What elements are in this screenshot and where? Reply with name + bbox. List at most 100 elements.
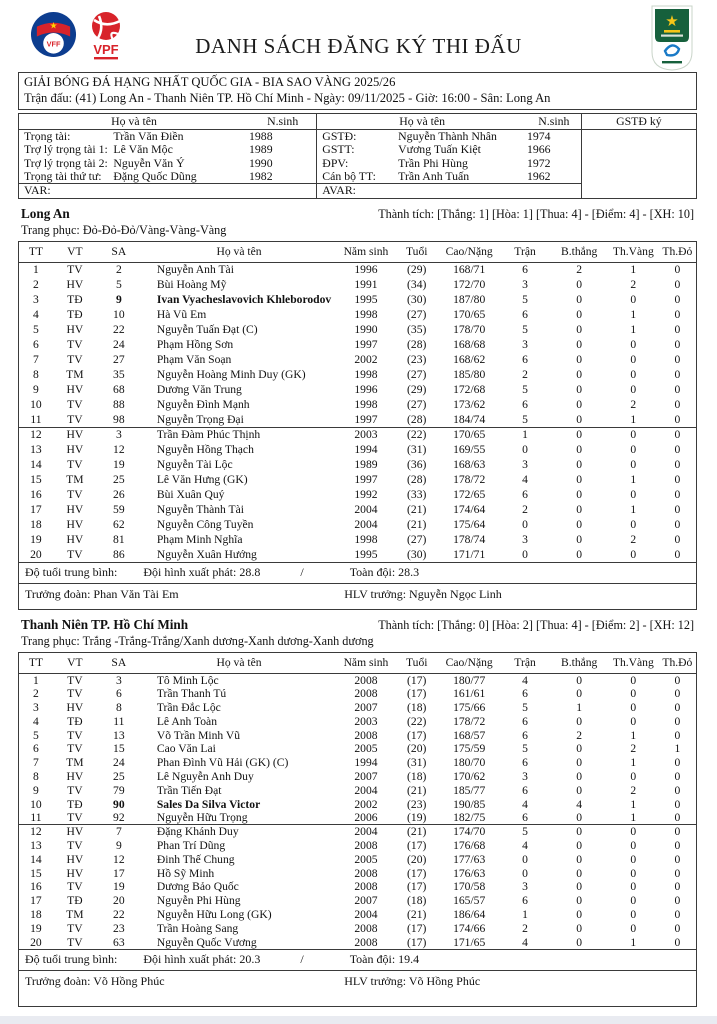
player-red: 0 (674, 443, 681, 457)
player-row: 13 TV 9 Phan Trí Dũng 2008 (17) 176/68 4 0 0 0 (19, 839, 696, 853)
player-tt: 9 (33, 783, 39, 797)
player-tt: 7 (33, 353, 39, 367)
player-matches: 0 (522, 548, 528, 562)
col-age: Tuổi (394, 653, 439, 674)
player-birth: 2004 (337, 824, 395, 839)
official-role: ĐPV: (316, 156, 399, 170)
official-birth: 1990 (249, 156, 273, 170)
officials-table: Họ và tên N.sinh Họ và tên N.sinh GSTĐ k… (18, 113, 697, 200)
vff-logo-icon: ★ VFF (30, 11, 77, 58)
player-goals: 0 (576, 866, 583, 880)
player-goals: 0 (576, 756, 583, 770)
player-vt: TM (66, 907, 84, 921)
player-matches: 6 (522, 488, 528, 502)
player-birth: 1998 (354, 308, 378, 322)
player-row: 20 TV 63 Nguyễn Quốc Vương 2008 (17) 171/65 4 0 1… (19, 935, 696, 949)
player-hw: 168/63 (453, 458, 486, 472)
player-name: Lê Văn Hưng (GK) (156, 473, 248, 487)
player-row: 16 TV 26 Bùi Xuân Quý 1992 (33) 172/65 6 0 0 0 (19, 487, 696, 502)
player-vt: TV (67, 687, 83, 701)
player-goals: 0 (576, 488, 583, 502)
player-tt: 11 (30, 412, 42, 426)
player-matches: 6 (522, 783, 528, 797)
player-yellow: 0 (630, 701, 637, 715)
player-vt: HV (66, 383, 84, 397)
official-role: Trọng tài thứ tư: (24, 169, 102, 183)
player-red: 0 (674, 518, 681, 532)
staff-row: Trưởng đoàn: Võ Hồng Phúc HLV trưởng: Võ… (19, 969, 696, 1006)
player-name: Trần Thanh Tú (156, 687, 227, 701)
player-row: 2 HV 5 Bùi Hoàng Mỹ 1991 (34) 172/70 3 0 2 0 (19, 277, 696, 292)
player-tt: 12 (19, 426, 53, 443)
player-sa: 35 (113, 368, 125, 382)
player-red: 0 (674, 323, 681, 337)
player-sa: 2 (115, 263, 122, 277)
col-sa: SA (96, 653, 141, 674)
avg-age-label: Độ tuổi trung bình: (25, 565, 118, 580)
player-yellow: 1 (630, 935, 637, 949)
player-sa: 25 (113, 770, 125, 783)
player-age: (21) (394, 824, 439, 839)
player-name: Hồ Sỹ Minh (156, 866, 215, 880)
player-tt: 6 (33, 742, 39, 756)
player-yellow: 2 (630, 742, 637, 756)
player-sa: 13 (113, 728, 125, 742)
player-matches: 4 (522, 935, 528, 949)
player-row: 17 TĐ 20 Nguyễn Phi Hùng 2007 (18) 165/57 6 0 0 0 (19, 894, 696, 908)
player-matches: 3 (522, 770, 528, 783)
official-name: Đặng Quốc Dũng (113, 169, 197, 183)
player-age: (31) (407, 443, 427, 457)
player-age: (21) (407, 783, 427, 797)
official-row: Trọng tài: Trần Văn Điền 1988 GSTĐ: Nguy… (19, 129, 697, 199)
player-hw: 178/72 (453, 473, 486, 487)
player-tt: 5 (33, 728, 39, 742)
player-age: (17) (407, 673, 427, 687)
player-row: 9 TV 79 Trần Tiến Đạt 2004 (21) 185/77 6 0 2 0 (19, 783, 696, 797)
player-vt: HV (66, 323, 84, 337)
player-tt: 6 (33, 338, 39, 352)
team-name: Long An (21, 206, 70, 222)
player-row: 12 HV 3 Trần Đàm Phúc Thịnh 2003 (22) 170/65 1 0… (19, 426, 696, 443)
player-matches: 6 (522, 756, 528, 770)
player-goals: 0 (576, 783, 583, 797)
player-row: 15 TM 25 Lê Văn Hưng (GK) 1997 (28) 178/72 4 0 1 0 (19, 472, 696, 487)
official-birth: 1974 (526, 129, 551, 144)
officials-sign-header: GSTĐ ký (580, 113, 697, 131)
player-matches: 1 (499, 426, 551, 443)
official-birth: 1966 (526, 143, 551, 157)
player-tt: 10 (30, 398, 42, 412)
player-age: (21) (407, 518, 427, 532)
player-yellow: 0 (630, 894, 637, 908)
player-tt: 8 (33, 770, 39, 783)
player-yellow: 0 (607, 426, 659, 443)
player-vt: TM (66, 756, 84, 770)
player-birth: 1997 (354, 412, 378, 426)
official-birth: 1972 (526, 156, 551, 170)
official-role: Trọng tài: (24, 129, 71, 144)
player-red: 0 (674, 714, 681, 728)
player-row: 8 TM 35 Nguyễn Hoàng Minh Duy (GK) 1998 (27) 1… (19, 367, 696, 382)
player-red: 1 (674, 742, 681, 756)
player-birth: 1989 (354, 458, 378, 472)
player-tt: 19 (30, 921, 42, 935)
player-yellow: 0 (630, 443, 637, 457)
col-tt: TT (19, 653, 53, 674)
player-hw: 185/80 (453, 368, 486, 382)
player-yellow: 1 (630, 263, 637, 277)
player-goals: 0 (576, 338, 583, 352)
player-red: 0 (674, 770, 681, 783)
player-birth: 1996 (354, 383, 378, 397)
player-matches: 6 (522, 894, 528, 908)
player-name: Hà Vũ Em (156, 308, 207, 322)
player-red: 0 (674, 368, 681, 382)
player-sa: 90 (113, 797, 125, 811)
player-matches: 5 (522, 293, 528, 307)
col-birth: Năm sinh (337, 242, 395, 263)
player-matches: 6 (522, 811, 528, 825)
player-name: Dương Văn Trung (156, 383, 242, 397)
player-goals: 0 (550, 426, 608, 443)
official-row: Trợ lý trọng tài 1: Lê Văn Mộc 1989 GSTT… (19, 143, 697, 157)
avg-age-separator: / (300, 951, 304, 966)
player-goals: 0 (576, 533, 583, 547)
player-tt: 13 (30, 443, 42, 457)
